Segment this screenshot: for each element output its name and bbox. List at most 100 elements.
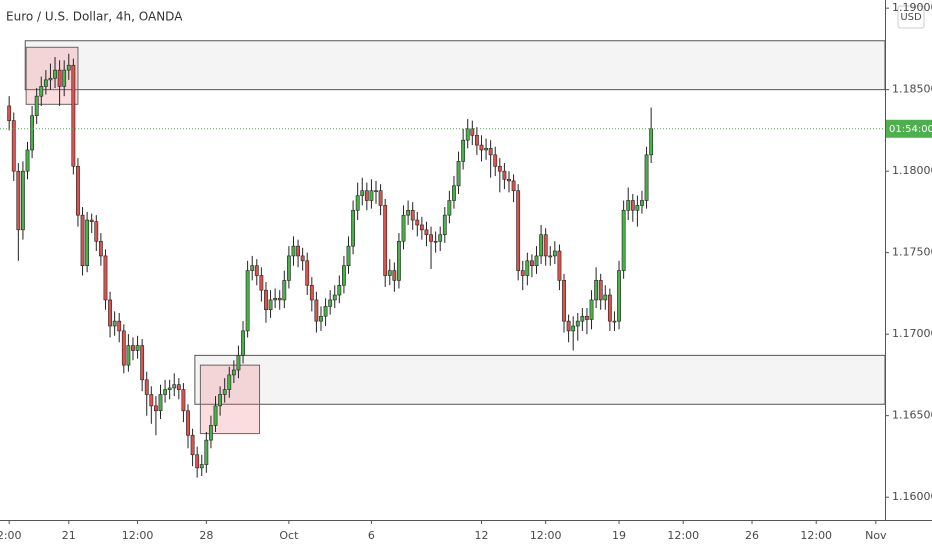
candle-body bbox=[571, 325, 576, 332]
candle-body bbox=[48, 77, 53, 81]
candle-body bbox=[539, 234, 543, 257]
candle-body bbox=[108, 299, 112, 327]
x-tick-label: 28 bbox=[199, 529, 213, 542]
candle-body bbox=[186, 410, 190, 436]
last-price-marker bbox=[886, 119, 932, 138]
candle-body bbox=[534, 255, 539, 267]
candle-body bbox=[71, 64, 76, 167]
x-tick-label: 12:00 bbox=[667, 529, 699, 542]
candle-body bbox=[346, 245, 351, 267]
candle-body bbox=[204, 439, 209, 465]
candle-body bbox=[401, 214, 406, 242]
x-tick-label: 2:00 bbox=[0, 529, 22, 542]
candle-body bbox=[525, 260, 530, 276]
candle-body bbox=[332, 294, 337, 301]
candle-body bbox=[236, 355, 241, 371]
candle-body bbox=[149, 394, 154, 407]
y-tick-label: 1.18000 bbox=[892, 164, 932, 177]
candle-body bbox=[406, 209, 411, 216]
candle-body bbox=[53, 69, 57, 79]
highlight-box bbox=[25, 46, 79, 105]
y-tick-label: 1.16000 bbox=[892, 490, 932, 503]
candle-body bbox=[383, 205, 388, 276]
candle-body bbox=[493, 154, 498, 167]
y-tick-label: 1.17000 bbox=[892, 327, 932, 340]
candle-body bbox=[172, 384, 177, 389]
candle-body bbox=[607, 294, 612, 322]
countdown-label: 01:54:00 bbox=[889, 124, 932, 135]
y-tick-label: 1.17500 bbox=[892, 246, 932, 259]
candle-body bbox=[7, 105, 12, 121]
candle-body bbox=[76, 165, 80, 216]
candle-body bbox=[11, 120, 16, 172]
candle-body bbox=[296, 245, 300, 257]
candle-body bbox=[562, 280, 566, 322]
candle-body bbox=[461, 139, 466, 162]
candle-body bbox=[181, 389, 186, 412]
candle-body bbox=[649, 128, 654, 156]
candle-body bbox=[580, 315, 585, 322]
zone bbox=[24, 40, 886, 91]
candle-body bbox=[374, 190, 378, 193]
candle-body bbox=[30, 115, 35, 151]
candle-body bbox=[121, 330, 126, 366]
candle-body bbox=[213, 405, 218, 426]
candle-body bbox=[167, 387, 172, 390]
candle-body bbox=[250, 265, 255, 271]
candle-body bbox=[268, 299, 273, 311]
candle-body bbox=[502, 170, 507, 180]
y-tick-label: 1.19000 bbox=[892, 1, 932, 14]
candle-body bbox=[300, 255, 305, 262]
candle-body bbox=[360, 190, 365, 196]
candle-body bbox=[277, 298, 282, 301]
candle-body bbox=[135, 345, 140, 351]
candle-body bbox=[447, 200, 452, 216]
x-tick-label: Oct bbox=[279, 529, 299, 542]
candle-body bbox=[154, 405, 158, 412]
x-tick-label: 12:00 bbox=[530, 529, 562, 542]
candle-body bbox=[337, 284, 342, 296]
candle-body bbox=[131, 345, 135, 351]
candle-body bbox=[117, 320, 122, 332]
candle-body bbox=[369, 190, 374, 201]
currency-label[interactable]: USD bbox=[900, 12, 922, 23]
candle-body bbox=[222, 389, 227, 395]
candle-body bbox=[415, 219, 420, 226]
candle-body bbox=[209, 425, 213, 441]
candle-body bbox=[273, 298, 278, 301]
candle-body bbox=[548, 255, 553, 258]
x-tick-label: 6 bbox=[368, 529, 375, 542]
x-tick-label: 12:00 bbox=[800, 529, 832, 542]
zone bbox=[194, 354, 886, 405]
candle-body bbox=[479, 144, 484, 151]
x-tick-label: 19 bbox=[612, 529, 626, 542]
x-tick-label: Nov bbox=[865, 529, 887, 542]
candle-body bbox=[552, 250, 557, 257]
candle-body bbox=[351, 209, 355, 247]
x-tick-label: 21 bbox=[62, 529, 76, 542]
plot-area bbox=[0, 40, 886, 478]
candle-body bbox=[621, 209, 626, 271]
candle-body bbox=[39, 86, 44, 97]
candle-body bbox=[617, 270, 621, 322]
candle-body bbox=[241, 330, 245, 356]
candle-body bbox=[144, 379, 149, 395]
candle-body bbox=[397, 240, 401, 281]
x-tick-label: 12 bbox=[474, 529, 488, 542]
candle-body bbox=[305, 260, 310, 286]
chart-title: Euro / U.S. Dollar, 4h, OANDA bbox=[6, 10, 183, 24]
candle-body bbox=[190, 434, 195, 456]
candle-body bbox=[163, 389, 167, 395]
candle-body bbox=[470, 128, 475, 136]
candle-body bbox=[319, 315, 323, 322]
candle-body bbox=[282, 280, 287, 301]
candle-body bbox=[543, 234, 548, 257]
candle-body bbox=[585, 315, 589, 320]
candle-body bbox=[245, 270, 250, 332]
candle-body bbox=[43, 79, 48, 87]
candle-body bbox=[438, 234, 443, 242]
candle-body bbox=[291, 245, 296, 257]
currency-button[interactable] bbox=[897, 5, 925, 29]
